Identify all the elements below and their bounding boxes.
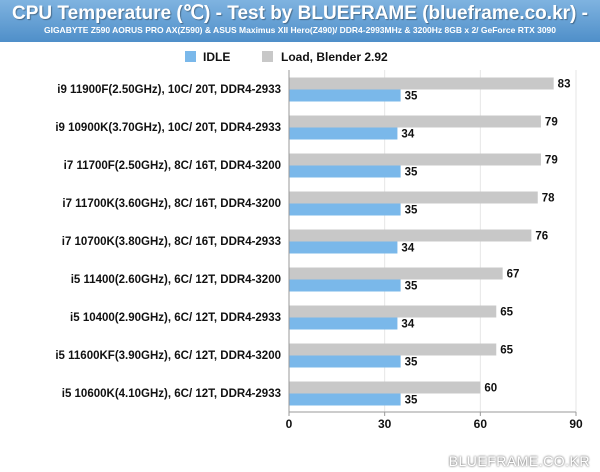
legend-swatch-idle — [185, 51, 196, 62]
data-label-idle: 35 — [405, 395, 418, 407]
bar-load — [289, 343, 497, 356]
data-label-idle: 35 — [405, 205, 418, 217]
data-label-load: 79 — [545, 117, 558, 129]
category-label: i5 11600KF(3.90GHz), 6C/ 12T, DDR4-3200 — [55, 350, 281, 362]
bar-load — [289, 267, 503, 280]
bar-idle — [289, 127, 398, 140]
x-tick-label: 60 — [474, 417, 488, 431]
data-label-idle: 34 — [401, 319, 414, 331]
category-label: i7 11700K(3.60GHz), 8C/ 16T, DDR4-3200 — [62, 198, 281, 210]
bar-load — [289, 229, 532, 242]
watermark: BLUEFRAME.CO.KR — [448, 453, 590, 469]
bar-idle — [289, 317, 398, 330]
bar-load — [289, 115, 541, 128]
bar-idle — [289, 241, 398, 254]
data-label-load: 78 — [542, 193, 555, 205]
category-label: i5 10400(2.90GHz), 6C/ 12T, DDR4-2933 — [70, 312, 281, 324]
data-label-idle: 35 — [405, 357, 418, 369]
bar-idle — [289, 203, 401, 216]
bar-load — [289, 381, 481, 394]
bar-idle — [289, 355, 401, 368]
data-label-load: 60 — [484, 383, 497, 395]
legend-swatch-load — [262, 51, 273, 62]
chart-title: CPU Temperature (℃) - Test by BLUEFRAME … — [12, 3, 588, 24]
data-label-idle: 35 — [405, 167, 418, 179]
bar-idle — [289, 279, 401, 292]
x-tick-label: 0 — [286, 417, 293, 431]
data-label-load: 76 — [535, 231, 548, 243]
data-label-load: 65 — [500, 307, 513, 319]
chart-subtitle: GIGABYTE Z590 AORUS PRO AX(Z590) & ASUS … — [43, 25, 557, 35]
bar-load — [289, 305, 497, 318]
data-label-load: 79 — [545, 155, 558, 167]
chart-header: CPU Temperature (℃) - Test by BLUEFRAME … — [0, 0, 600, 42]
data-label-idle: 35 — [405, 91, 418, 103]
category-label: i7 10700K(3.80GHz), 8C/ 16T, DDR4-2933 — [62, 236, 281, 248]
x-tick-label: 90 — [569, 417, 583, 431]
legend-label-load: Load, Blender 2.92 — [281, 50, 388, 64]
data-label-idle: 35 — [405, 281, 418, 293]
bar-load — [289, 191, 538, 204]
category-label: i9 10900K(3.70GHz), 10C/ 20T, DDR4-2933 — [55, 122, 281, 134]
data-label-load: 83 — [558, 79, 571, 91]
category-label: i7 11700F(2.50GHz), 8C/ 16T, DDR4-3200 — [64, 160, 281, 172]
data-label-idle: 34 — [401, 243, 414, 255]
bar-idle — [289, 89, 401, 102]
data-label-idle: 34 — [401, 129, 414, 141]
data-label-load: 65 — [500, 345, 513, 357]
x-tick-label: 30 — [378, 417, 392, 431]
bar-load — [289, 153, 541, 166]
bar-load — [289, 77, 554, 90]
category-label: i5 11400(2.60GHz), 6C/ 12T, DDR4-3200 — [71, 274, 281, 286]
category-label: i5 10600K(4.10GHz), 6C/ 12T, DDR4-2933 — [62, 388, 281, 400]
category-label: i9 11900F(2.50GHz), 10C/ 20T, DDR4-2933 — [57, 84, 281, 96]
legend-label-idle: IDLE — [203, 50, 230, 64]
bar-idle — [289, 393, 401, 406]
data-label-load: 67 — [507, 269, 520, 281]
bar-idle — [289, 165, 401, 178]
